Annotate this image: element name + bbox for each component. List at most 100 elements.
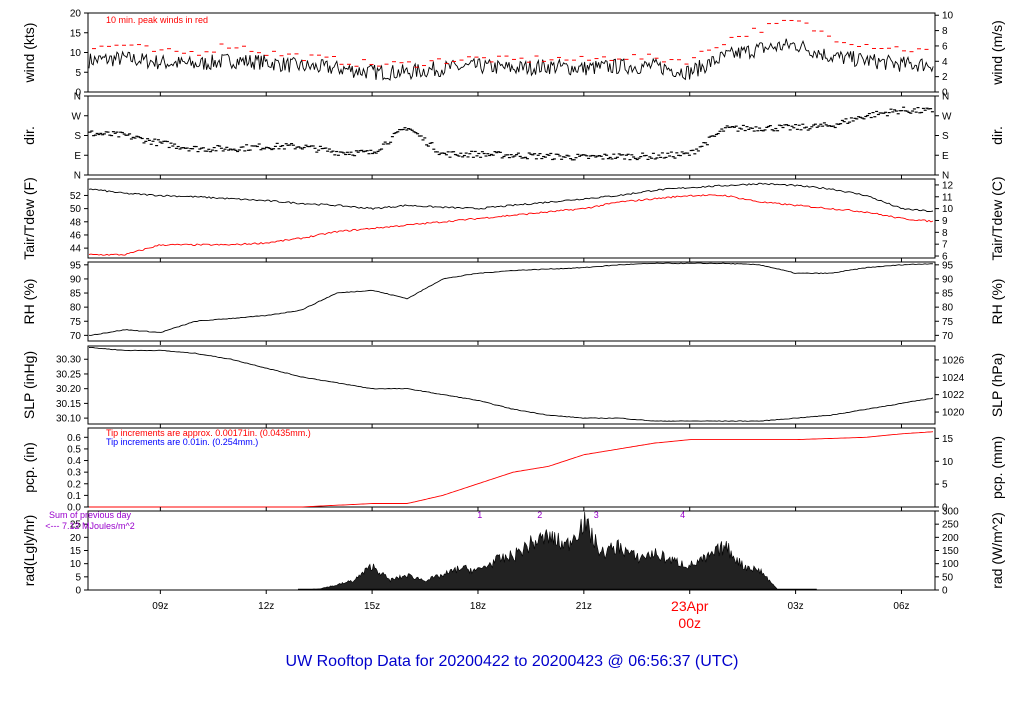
y-tick-label-right: 7 [942,240,948,251]
y-tick-label-right: 90 [942,274,954,285]
y-tick-label-right: 1024 [942,373,965,384]
y-axis-label: wind (kts) [21,23,37,84]
series-line [88,262,934,336]
y-tick-label-right: 2 [942,72,948,83]
y-axis-label-right: dir. [989,126,1005,145]
y-tick-label-right: 150 [942,546,959,557]
y-tick-label: 0.3 [67,468,81,479]
panel-frame [87,178,936,259]
humidity-panel: 70 75 80 85 90 95 70 75 80 85 90 95 RH (%) RH (%) [21,260,1005,345]
y-tick-label: 5 [75,68,81,79]
x-tick-label: 21z [576,601,592,612]
y-axis-label: SLP (inHg) [21,351,37,419]
y-tick-label-right: 0 [942,586,948,597]
y-tick-label-right: 9 [942,216,948,227]
y-tick-label-right: 10 [942,11,954,22]
panel-frame [87,345,936,425]
y-tick-label-right: 10 [942,204,954,215]
y-axis-label-right: pcp. (mm) [989,436,1005,499]
y-tick-label-right: 10 [942,457,954,468]
wind-panel: 0 5 10 15 20 0 2 4 6 8 10 wind (kts) wind (m/s) 10 mi… [21,9,1005,99]
marker-label: 4 [680,510,685,520]
y-tick-label: 90 [70,274,82,285]
radiation-panel: 0510152025050100150200250300rad(Lgly/hr)… [21,507,1005,597]
y-tick-label-right: 80 [942,303,954,314]
marker-label: 2 [537,510,542,520]
series-line [88,38,934,81]
y-tick-label: 85 [70,289,82,300]
y-tick-label-right: 6 [942,252,948,263]
y-tick-label: 0 [75,88,81,99]
y-tick-label: E [74,151,81,162]
y-tick-label: 0.6 [67,433,81,444]
y-tick-label-right: 0 [942,503,948,514]
radiation-area [301,511,779,591]
y-tick-label-right: 0 [942,88,948,99]
y-tick-label-right: 1022 [942,390,965,401]
y-tick-label: 80 [70,303,82,314]
annotation: Tip increments are approx. 0.00171in. (0… [106,428,311,438]
y-tick-label-right: E [942,151,949,162]
annotation: Sum of previous day [49,510,132,520]
y-tick-label-right: 5 [942,480,948,491]
y-tick-label: 0 [75,586,81,597]
y-tick-label: 10 [70,48,82,59]
panel-frame [87,95,936,176]
y-tick-label: 46 [70,230,82,241]
series-line [89,431,934,508]
time-axis: 09z 12z 15z 18z 21z 00z 03z 06z 23Apr [152,598,909,631]
y-tick-label-right: W [942,111,952,122]
y-tick-label: 48 [70,217,82,228]
annotation: <--- 7.12 MJoules/m^2 [45,521,135,531]
y-axis-label-right: rad (W/m^2) [989,512,1005,589]
x-tick-label: 06z [893,601,909,612]
x-tick-label: 00z [678,615,701,631]
y-tick-label-right: 1020 [942,408,965,419]
y-tick-label: 30.10 [56,414,81,425]
y-tick-label-right: 15 [942,434,954,445]
y-tick-label: 5 [75,572,81,583]
y-tick-label: 30.25 [56,369,81,380]
x-tick-label: 03z [788,601,804,612]
y-tick-label: 20 [70,9,82,20]
y-tick-label: 20 [70,533,82,544]
y-tick-label: 0.0 [67,503,81,514]
y-axis-label: Tair/Tdew (F) [21,177,37,259]
y-axis-label: RH (%) [21,279,37,325]
y-tick-label: 70 [70,331,82,342]
y-tick-label: 30.20 [56,384,81,395]
y-tick-label: S [74,131,81,142]
y-tick-label: 75 [70,317,82,328]
y-tick-label-right: 8 [942,26,948,37]
y-tick-label-right: N [942,92,949,103]
y-tick-label: 52 [70,191,82,202]
y-tick-label-right: 300 [942,507,959,518]
y-tick-label-right: 100 [942,559,959,570]
annotation: 10 min. peak winds in red [106,15,208,25]
x-tick-label: 09z [152,601,168,612]
x-tick-label: 15z [364,601,380,612]
pressure-panel: 30.10 30.15 30.20 30.25 30.30 1020 1022 1024 102… [21,345,1005,428]
y-tick-label-right: 11 [942,192,953,203]
y-tick-label: 30.15 [56,399,81,410]
y-tick-label-right: 8 [942,228,948,239]
series-line [88,182,934,212]
y-tick-label-right: 50 [942,572,954,583]
x-tick-label: 12z [258,601,274,612]
panel-frame [87,261,936,342]
y-tick-label: 95 [70,260,82,271]
series-line [88,347,934,422]
panel-frame [87,427,936,508]
y-tick-label-right: S [942,131,949,142]
y-tick-label-right: N [942,171,949,182]
y-tick-label-right: 12 [942,180,954,191]
y-tick-label-right: 1026 [942,355,965,366]
y-tick-label-right: 4 [942,57,948,68]
y-tick-label: 0.4 [67,456,81,467]
y-tick-label: 0.2 [67,479,81,490]
figure-title: UW Rooftop Data for 20200422 to 20200423… [286,653,739,670]
